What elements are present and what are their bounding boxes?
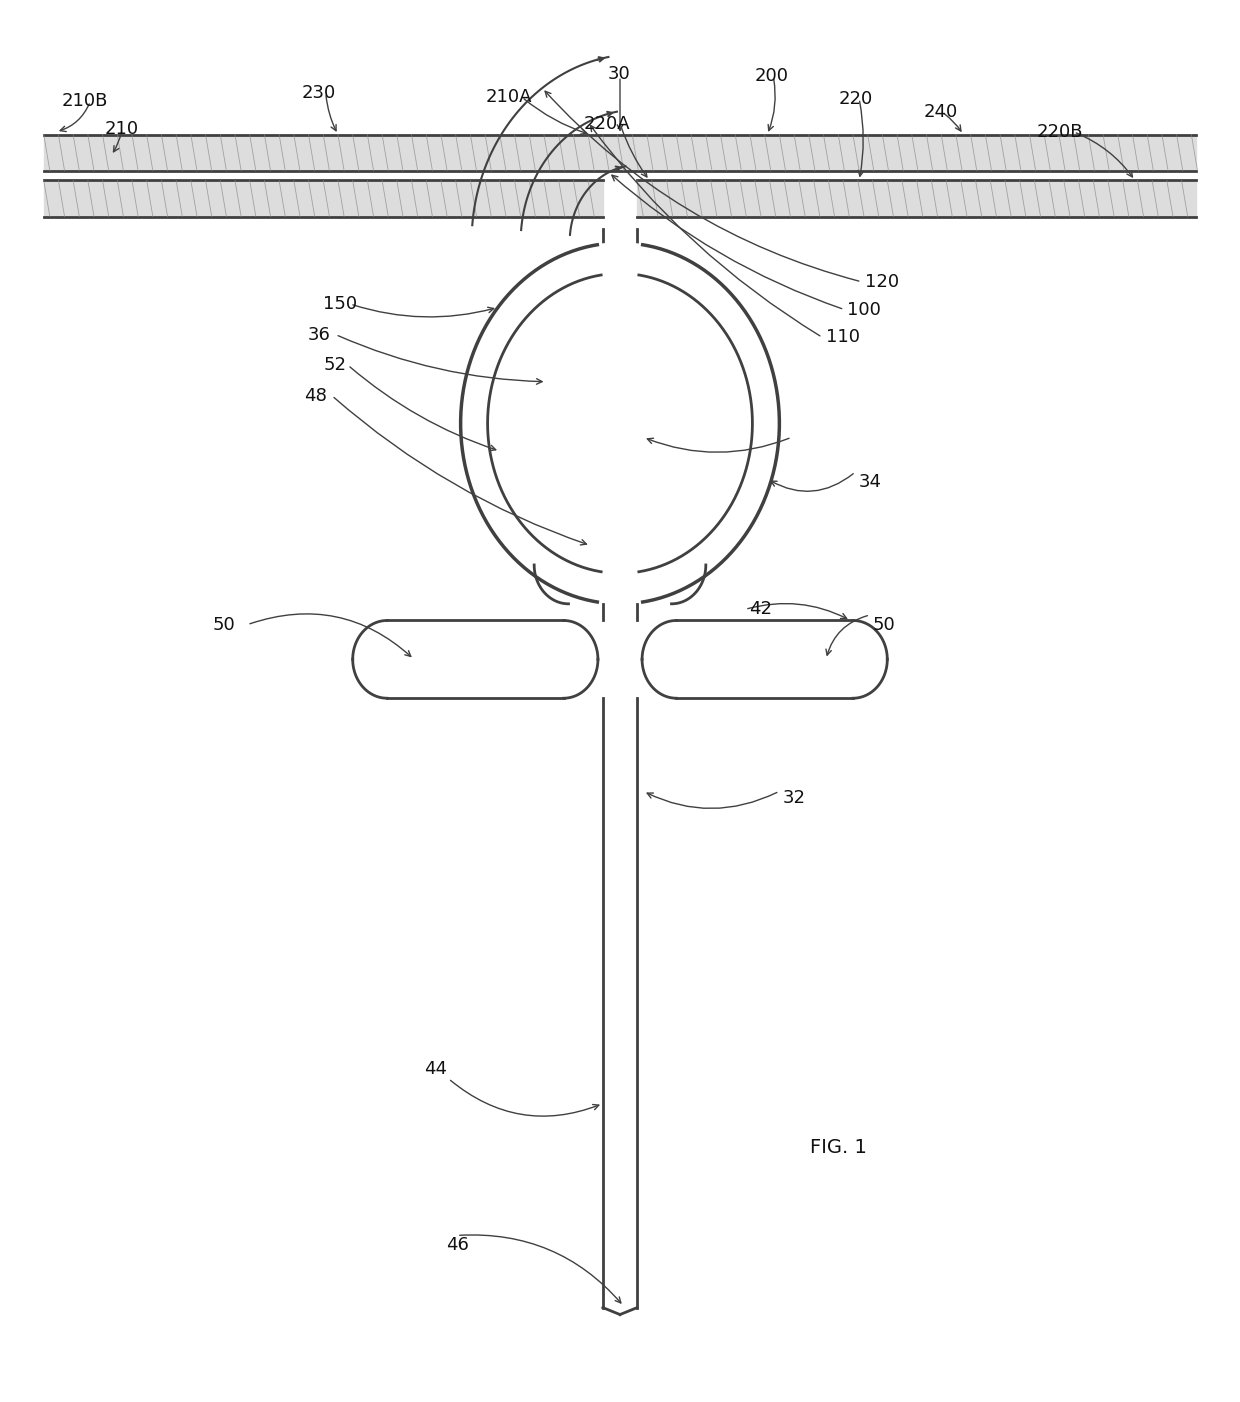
Text: 220A: 220A xyxy=(583,115,630,133)
Text: 36: 36 xyxy=(308,325,330,343)
Text: FIG. 1: FIG. 1 xyxy=(810,1138,867,1158)
Text: 34: 34 xyxy=(859,472,882,491)
Text: 32: 32 xyxy=(784,789,806,808)
Text: 44: 44 xyxy=(424,1060,446,1078)
Text: 46: 46 xyxy=(446,1237,469,1255)
Text: 210: 210 xyxy=(105,121,139,139)
Text: 42: 42 xyxy=(749,600,771,618)
Text: 230: 230 xyxy=(301,84,336,102)
Text: 48: 48 xyxy=(304,387,326,405)
Text: 110: 110 xyxy=(826,328,861,346)
Text: 220B: 220B xyxy=(1037,123,1084,140)
Text: 50: 50 xyxy=(213,615,236,634)
Text: 100: 100 xyxy=(847,300,880,318)
Text: 52: 52 xyxy=(324,356,346,374)
Text: 210A: 210A xyxy=(485,88,532,107)
Text: 150: 150 xyxy=(324,294,357,313)
Text: 120: 120 xyxy=(866,273,899,290)
Text: 240: 240 xyxy=(924,104,959,122)
Text: 50: 50 xyxy=(873,615,895,634)
Text: 200: 200 xyxy=(755,67,789,86)
Text: 30: 30 xyxy=(608,64,630,83)
Text: 210B: 210B xyxy=(62,93,108,111)
Circle shape xyxy=(460,243,780,604)
Text: 220: 220 xyxy=(838,90,873,108)
